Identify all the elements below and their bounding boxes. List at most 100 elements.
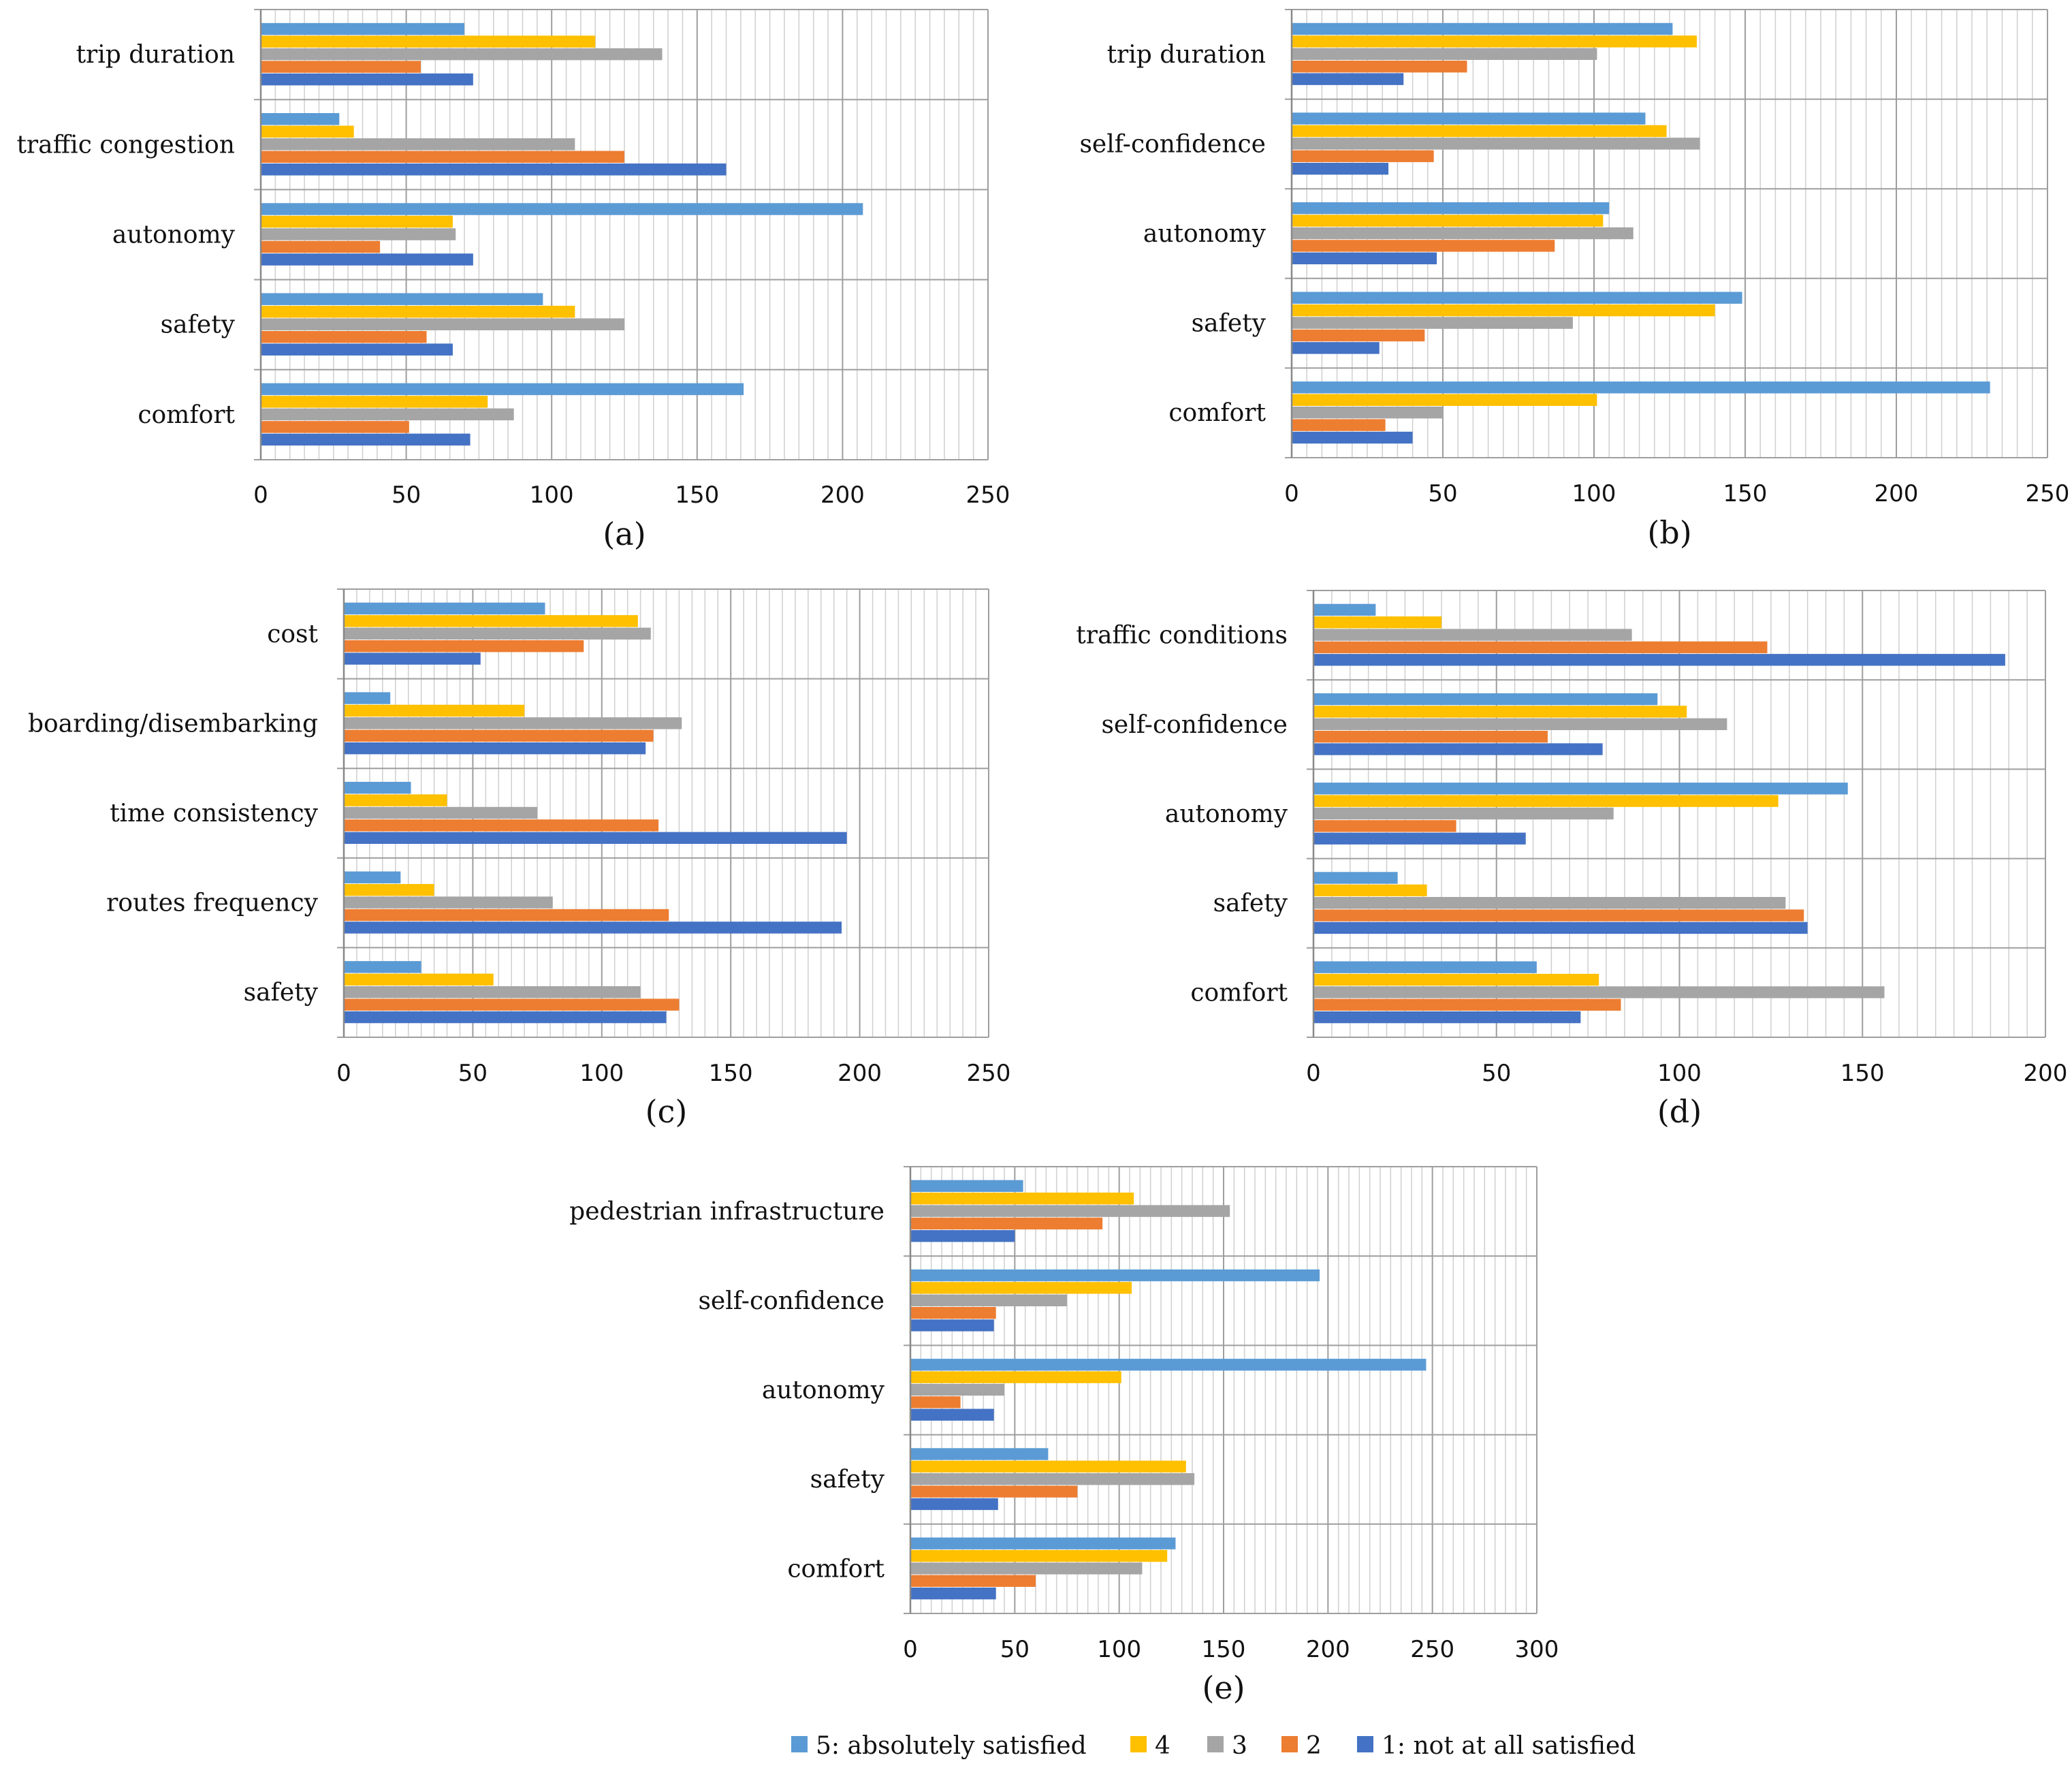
x-tick-label: 100 [579,1060,624,1087]
category-label: cost [267,620,318,648]
x-tick-label: 250 [967,1060,1011,1087]
bar [910,1549,1168,1562]
x-tick-label: 300 [1515,1636,1559,1663]
bar [910,1205,1230,1217]
bar [261,343,453,356]
x-tick-label: 200 [820,482,865,509]
legend: 5: absolutely satisfied 4 3 2 1: not at all … [791,1732,1636,1760]
legend-item-s1: 1: not at all satisfied [1357,1732,1636,1760]
category-label: comfort [138,401,235,429]
legend-label: 1: not at all satisfied [1382,1732,1636,1760]
bar [1313,641,1768,654]
bar [910,1306,996,1319]
bar [344,640,584,652]
bar [344,806,538,819]
panel-label: (d) [1657,1093,1702,1130]
bar [261,293,543,305]
bar [1292,419,1386,431]
bar [344,871,401,883]
x-tick-label: 50 [1000,1636,1030,1663]
bar [910,1180,1023,1193]
category-label: safety [810,1466,885,1494]
bar [1292,227,1633,240]
bar [1313,629,1632,641]
bar [1313,820,1456,832]
x-tick-label: 150 [1723,480,1768,507]
bar [261,408,514,421]
bar [1292,150,1434,163]
bar [261,318,624,330]
category-label: trip duration [1107,41,1266,69]
x-tick-label: 50 [392,482,421,509]
category-label: autonomy [1165,800,1288,828]
legend-swatch [1207,1736,1224,1752]
bar [344,717,682,729]
bar [344,973,494,986]
bar [1292,394,1597,406]
bar [344,704,525,717]
bars [261,22,863,446]
bar [344,794,447,806]
bar [1292,291,1742,304]
bar [910,1217,1103,1230]
bar [1313,986,1885,998]
bar [1313,921,1808,934]
x-tick-label: 150 [1202,1636,1246,1663]
bar [1292,342,1380,354]
bar [910,1359,1427,1371]
bar [910,1537,1176,1549]
bar [1313,807,1614,820]
category-label: routes frequency [106,889,318,917]
legend-label: 4 [1155,1732,1170,1760]
bar [1313,832,1526,845]
category-label: autonomy [1143,220,1266,248]
bar [1292,240,1555,252]
bar [1313,884,1427,897]
panel-b: trip duration self-confidence autonomy safe… [1079,9,2070,551]
category-label: comfort [1190,979,1288,1007]
bar [1313,872,1398,884]
category-label: self-confidence [698,1287,884,1315]
bar [261,228,456,240]
bars [1313,603,2005,1024]
bar [344,896,553,909]
bar [1313,730,1548,743]
bar [344,615,638,627]
bar [261,61,421,73]
category-label: self-confidence [1079,130,1266,158]
bar [344,602,545,615]
bar [261,35,596,48]
bar [344,1011,667,1024]
bar [1292,112,1646,125]
bar [910,1587,996,1600]
x-tick-label: 50 [1428,480,1457,507]
x-tick-label: 250 [2026,480,2070,507]
bar [261,125,354,138]
bar [344,832,847,845]
category-label: autonomy [762,1376,885,1404]
x-tick-label: 0 [1284,480,1299,507]
x-tick-label: 200 [1875,480,1919,507]
bar [1292,22,1673,35]
category-label: boarding/disembarking [28,710,318,738]
category-label: traffic congestion [16,131,235,159]
bar [344,921,842,934]
category-label: comfort [787,1555,884,1583]
x-tick-label: 200 [838,1060,882,1087]
legend-label: 3 [1232,1732,1247,1760]
bar [1292,304,1715,317]
panel-label: (a) [603,516,645,552]
bar [1313,718,1727,730]
bar [344,986,641,998]
bar [1313,1011,1581,1024]
category-label: safety [161,311,236,339]
bar [261,48,663,61]
bar [261,421,409,433]
x-tick-label: 200 [1306,1636,1350,1663]
bar [261,396,488,408]
bar [261,22,465,35]
bar [261,433,471,446]
x-tick-label: 150 [709,1060,753,1087]
bar [1292,61,1467,73]
bar [910,1193,1134,1205]
